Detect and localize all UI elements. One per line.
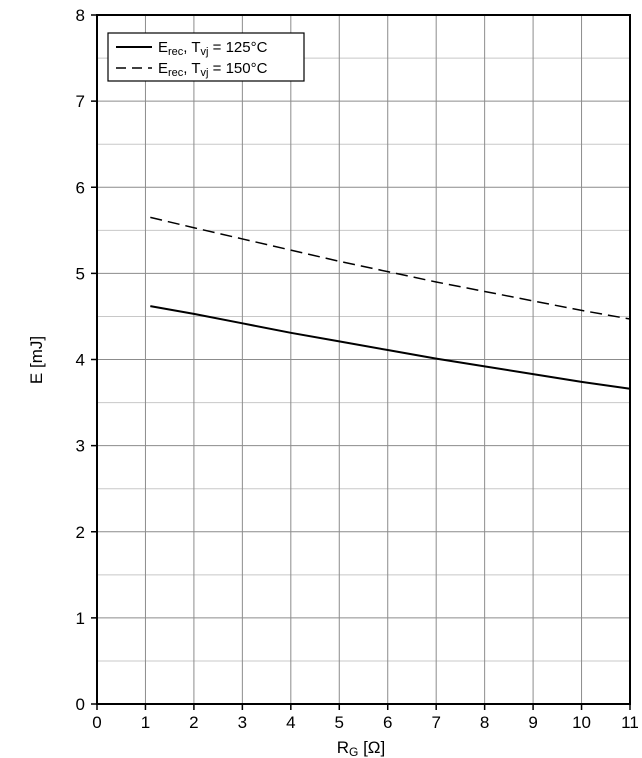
y-tick-label: 6 bbox=[76, 178, 85, 197]
x-tick-labels: 0 1 2 3 4 5 6 7 8 9 10 11 bbox=[92, 713, 639, 732]
legend-box bbox=[107, 32, 305, 82]
x-tick-label: 10 bbox=[572, 713, 591, 732]
x-tick-label: 2 bbox=[189, 713, 198, 732]
y-tick-labels: 0 1 2 3 4 5 6 7 8 bbox=[76, 6, 85, 714]
x-tick-label: 3 bbox=[238, 713, 247, 732]
y-tick-label: 8 bbox=[76, 6, 85, 25]
x-tick-label: 8 bbox=[480, 713, 489, 732]
x-tick-label: 6 bbox=[383, 713, 392, 732]
series-line-125c bbox=[150, 305, 631, 390]
x-tick-label: 1 bbox=[141, 713, 150, 732]
x-tick-label: 5 bbox=[335, 713, 344, 732]
legend-label-125: Erec, Tvj = 125°C bbox=[158, 39, 268, 58]
legend: Erec, Tvj = 125°C Erec, Tvj = 150°C bbox=[107, 32, 305, 82]
y-tick-label: 7 bbox=[76, 92, 85, 111]
minor-grid bbox=[97, 57, 630, 662]
x-tick-label: 0 bbox=[92, 713, 101, 732]
major-grid bbox=[97, 15, 630, 704]
y-tick-label: 0 bbox=[76, 695, 85, 714]
y-tick-label: 5 bbox=[76, 264, 85, 283]
series-lines bbox=[150, 216, 631, 390]
y-tick-label: 3 bbox=[76, 437, 85, 456]
x-axis-title: RG [Ω] bbox=[337, 738, 386, 758]
x-tick-label: 11 bbox=[621, 713, 639, 732]
x-tick-label: 4 bbox=[286, 713, 295, 732]
series-line-150c bbox=[150, 216, 631, 320]
y-tick-label: 4 bbox=[76, 351, 85, 370]
y-tick-label: 1 bbox=[76, 609, 85, 628]
y-tick-label: 2 bbox=[76, 523, 85, 542]
x-tick-label: 9 bbox=[528, 713, 537, 732]
axis-ticks bbox=[91, 14, 631, 710]
x-tick-label: 7 bbox=[431, 713, 440, 732]
legend-label-150: Erec, Tvj = 150°C bbox=[158, 60, 268, 79]
y-axis-title: E [mJ] bbox=[27, 336, 46, 384]
